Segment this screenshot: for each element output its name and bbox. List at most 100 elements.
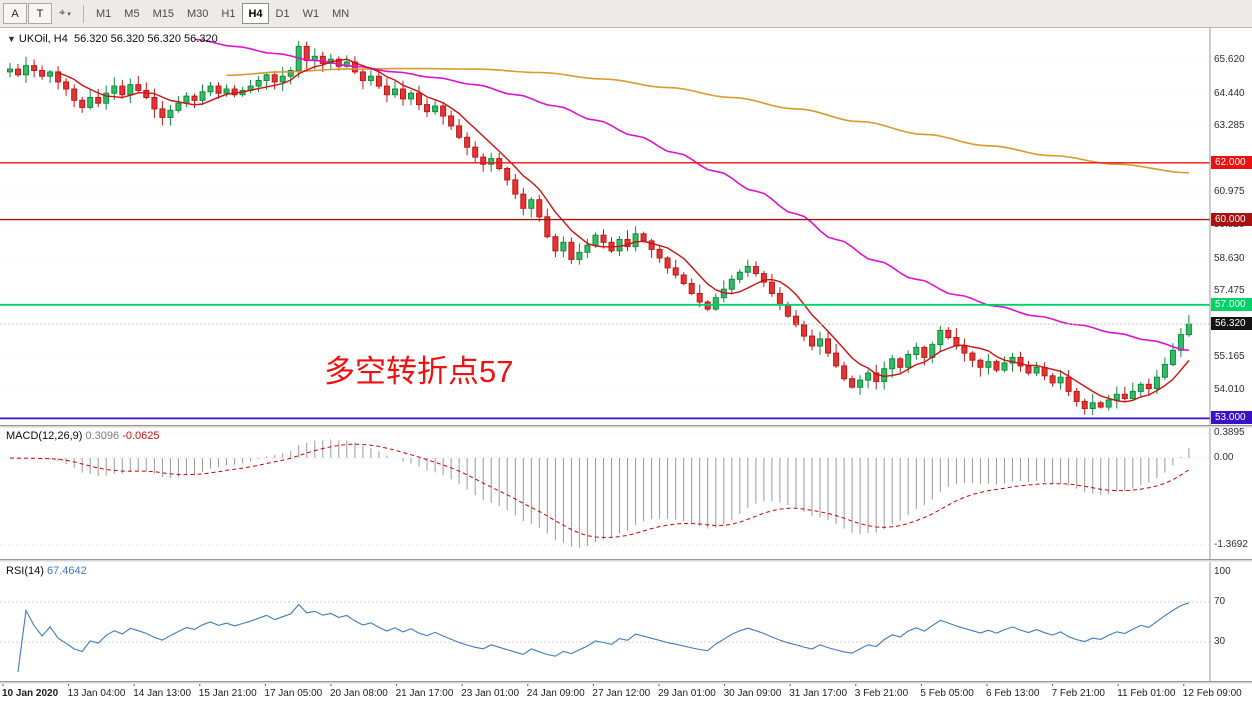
rsi-scale-label: 100	[1214, 566, 1231, 577]
price-tick-label: 54.010	[1214, 383, 1245, 395]
candle-body	[793, 315, 799, 326]
annotation-text-tool-icon: A	[11, 7, 19, 20]
chart-title: ▼ UKOil, H4 56.320 56.320 56.320 56.320	[7, 33, 218, 45]
candle-body	[600, 234, 607, 243]
candle-body	[552, 236, 559, 252]
price-tick-label: 63.285	[1214, 120, 1245, 132]
time-axis-label: 15 Jan 21:00	[198, 688, 257, 699]
timeframe-button-h4[interactable]: H4	[242, 3, 269, 24]
candle-body	[897, 358, 904, 368]
timeframe-button-m5[interactable]: M5	[124, 7, 140, 20]
timeframe-button-w1[interactable]: W1	[302, 7, 320, 20]
candle-body	[95, 97, 102, 104]
candle-body	[159, 108, 166, 118]
timeframe-button-mn[interactable]: MN	[332, 7, 350, 20]
ma-fast-line	[57, 58, 1190, 403]
candle-body	[488, 158, 495, 165]
macd-signal-line	[9, 443, 1190, 538]
candle-body	[1169, 349, 1176, 365]
candle-body	[672, 267, 679, 276]
candle-body	[728, 278, 735, 290]
price-tick-label: 57.475	[1214, 285, 1245, 297]
panel-separator[interactable]	[0, 559, 1252, 562]
candle-body	[39, 70, 46, 77]
timeframe-button-m15[interactable]: M15	[152, 7, 174, 20]
candle-body	[576, 251, 583, 260]
candle-body	[656, 248, 663, 259]
time-axis-label: 3 Feb 21:00	[854, 688, 909, 699]
time-axis-label: 14 Jan 13:00	[133, 688, 192, 699]
candle-body	[881, 368, 888, 383]
candle-body	[560, 241, 567, 252]
candle-body	[135, 84, 142, 91]
candle-body	[464, 136, 471, 148]
candle-body	[440, 105, 447, 117]
timeframe-button-d1[interactable]: D1	[275, 7, 290, 20]
price-badge-57.000: 57.000	[1211, 297, 1252, 311]
candle-body	[1065, 376, 1072, 392]
panel-separator	[0, 681, 1252, 684]
toolbar-cursor-crosshair-tool[interactable]: ⌖ ▾	[53, 3, 77, 24]
candle-body	[183, 95, 190, 104]
candle-body	[937, 329, 944, 346]
candle-body	[1025, 365, 1032, 374]
timeframe-button-m30[interactable]: M30	[186, 7, 209, 20]
candle-body	[825, 338, 831, 354]
candle-body	[199, 91, 206, 101]
candle-body	[392, 88, 398, 96]
candle-body	[1081, 400, 1088, 409]
candle-body	[744, 266, 751, 273]
candle-body	[921, 346, 928, 358]
candle-body	[776, 293, 783, 306]
timeframe-button-h1[interactable]: H1	[221, 7, 236, 20]
timeframe-button-m1[interactable]: M1	[96, 7, 112, 20]
ma-orange-line	[226, 67, 1189, 174]
candle-body	[712, 297, 719, 310]
time-axis-label: 10 Jan 2020	[2, 688, 59, 699]
candle-body	[592, 234, 599, 246]
candle-body	[31, 65, 38, 71]
price-badge-62.000: 62.000	[1211, 155, 1252, 169]
candle-body	[255, 80, 262, 87]
candle-body	[215, 85, 222, 94]
candle-body	[335, 58, 342, 67]
candle-body	[15, 68, 21, 76]
candle-body	[231, 88, 238, 96]
candle-body	[496, 158, 503, 170]
candle-body	[905, 354, 912, 368]
candle-body	[1097, 402, 1104, 408]
price-tick-label: 60.975	[1214, 185, 1245, 197]
price-tick-label: 64.440	[1214, 87, 1245, 99]
macd-scale-label: 0.3895	[1214, 427, 1245, 439]
candle-body	[143, 89, 150, 99]
candle-body	[1137, 383, 1144, 392]
candle-body	[127, 84, 134, 96]
candle-body	[1113, 393, 1120, 401]
toolbar-text-label-tool[interactable]: T	[28, 3, 52, 24]
candle-body	[472, 146, 479, 158]
macd-value: 0.3096	[85, 430, 120, 442]
candle-body	[1161, 364, 1168, 378]
time-axis-label: 30 Jan 09:00	[723, 688, 782, 699]
rsi-line	[17, 602, 1190, 673]
toolbar: A T ⌖ ▾ M1 M5 M15 M30 H1 H4 D1 W1 MN	[0, 0, 1252, 28]
candle-body	[400, 88, 406, 100]
toolbar-annotation-text-tool[interactable]: A	[3, 3, 27, 24]
candle-body	[456, 125, 463, 138]
candle-body	[1129, 390, 1136, 399]
candle-body	[175, 102, 182, 111]
panel-separator[interactable]	[0, 425, 1252, 428]
rsi-label: RSI(14)	[6, 565, 44, 577]
candle-body	[1033, 366, 1040, 374]
candle-body	[504, 168, 511, 181]
candle-body	[408, 92, 414, 100]
candle-body	[47, 71, 54, 77]
macd-scale-label: 0.00	[1214, 452, 1234, 463]
candle-body	[448, 115, 455, 127]
time-axis-label: 23 Jan 01:00	[461, 688, 520, 699]
time-axis-label: 20 Jan 08:00	[330, 688, 388, 699]
candle-body	[817, 338, 823, 347]
candle-body	[7, 68, 13, 73]
candle-body	[528, 199, 535, 209]
